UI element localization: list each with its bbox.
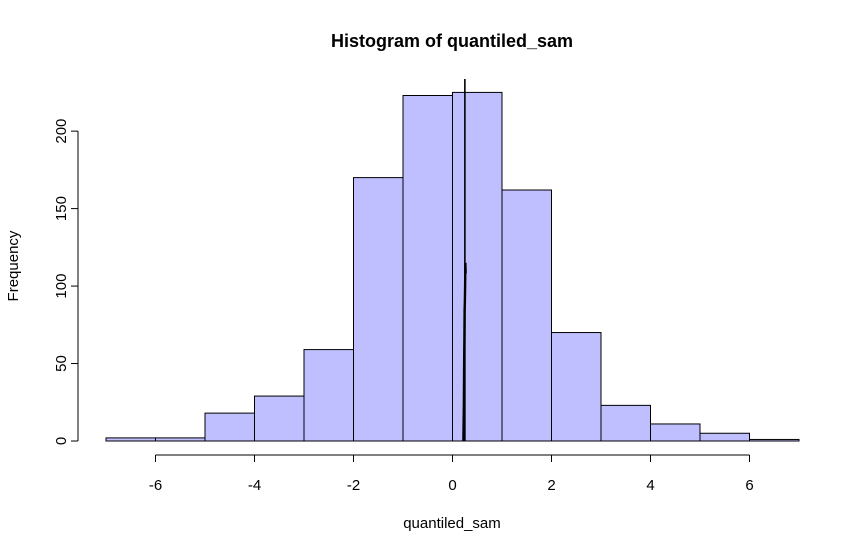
- reference-marks: [462, 79, 467, 442]
- y-tick-label: 50: [53, 355, 70, 372]
- x-tick-label: 2: [547, 477, 555, 494]
- x-tick-label: -6: [149, 477, 162, 494]
- x-axis: -6 -4 -2 0 2 4 6: [149, 454, 754, 494]
- histogram-bar-11: [650, 423, 701, 442]
- y-tick-label: 0: [53, 437, 70, 445]
- chart-title: Histogram of quantiled_sam: [331, 31, 573, 51]
- histogram-bar-4: [303, 349, 354, 442]
- histogram-bar-7: [452, 91, 503, 442]
- y-tick-label: 150: [53, 196, 70, 221]
- x-axis-title: quantiled_sam: [403, 515, 501, 532]
- histogram-bar-1: [155, 437, 206, 442]
- x-tick-label: -4: [248, 477, 261, 494]
- histogram-bar-13: [749, 438, 800, 442]
- histogram-bars: [105, 91, 800, 442]
- y-axis: 0 50 100 150 200: [53, 119, 79, 445]
- histogram-bar-10: [600, 404, 651, 442]
- x-tick-label: 0: [448, 477, 456, 494]
- histogram-bar-2: [204, 412, 255, 442]
- y-tick-label: 200: [53, 119, 70, 144]
- density-trace: [462, 262, 467, 442]
- histogram-bar-5: [353, 177, 404, 442]
- x-tick-label: -2: [347, 477, 360, 494]
- histogram-bar-6: [402, 94, 453, 442]
- y-tick-label: 100: [53, 274, 70, 299]
- y-axis-title: Frequency: [5, 230, 22, 301]
- histogram-bar-0: [105, 437, 156, 442]
- histogram-bar-12: [699, 432, 750, 442]
- x-tick-label: 4: [646, 477, 654, 494]
- histogram-bar-8: [501, 189, 552, 442]
- histogram-bar-9: [551, 332, 602, 442]
- histogram-bar-3: [254, 395, 305, 442]
- x-tick-label: 6: [745, 477, 753, 494]
